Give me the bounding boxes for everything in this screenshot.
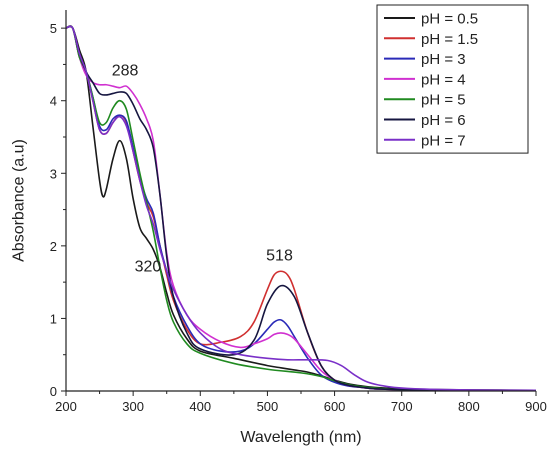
legend-label: pH = 0.5	[421, 11, 478, 28]
y-tick-label: 5	[50, 21, 57, 36]
x-tick-label: 200	[55, 399, 77, 414]
y-tick-label: 4	[50, 94, 57, 109]
y-tick-label: 2	[50, 239, 57, 254]
x-tick-label: 800	[458, 399, 480, 414]
y-axis-title: Absorbance (a.u)	[11, 139, 28, 262]
legend-label: pH = 5	[421, 92, 466, 109]
peak-annotation: 288	[112, 62, 139, 79]
legend-label: pH = 3	[421, 51, 466, 68]
x-tick-label: 900	[525, 399, 547, 414]
x-tick-label: 600	[324, 399, 346, 414]
legend: pH = 0.5 pH = 1.5 pH = 3 pH = 4 pH = 5 pH = 6…	[376, 4, 529, 154]
legend-label: pH = 6	[421, 112, 466, 129]
x-axis-title: Wavelength (nm)	[240, 429, 361, 446]
series-line-6	[66, 25, 536, 391]
x-tick-label: 300	[122, 399, 144, 414]
legend-label: pH = 7	[421, 132, 466, 149]
series-line-7	[66, 25, 536, 391]
peak-annotation: 518	[266, 247, 293, 264]
y-tick-label: 0	[50, 384, 57, 399]
x-tick-label: 500	[257, 399, 279, 414]
y-tick-label: 1	[50, 311, 57, 326]
series-layer	[66, 25, 536, 391]
peak-annotation: 320	[135, 258, 162, 275]
series-line-3	[66, 25, 536, 391]
legend-label: pH = 4	[421, 71, 466, 88]
x-tick-label: 400	[189, 399, 211, 414]
axes-layer: 200 300 400 500 600 700 800 900 0 1 2 3 4 5	[50, 10, 547, 414]
y-tick-label: 3	[50, 166, 57, 181]
legend-label: pH = 1.5	[421, 31, 478, 48]
annotations: 288 320 518	[112, 62, 293, 275]
x-tick-label: 700	[391, 399, 413, 414]
